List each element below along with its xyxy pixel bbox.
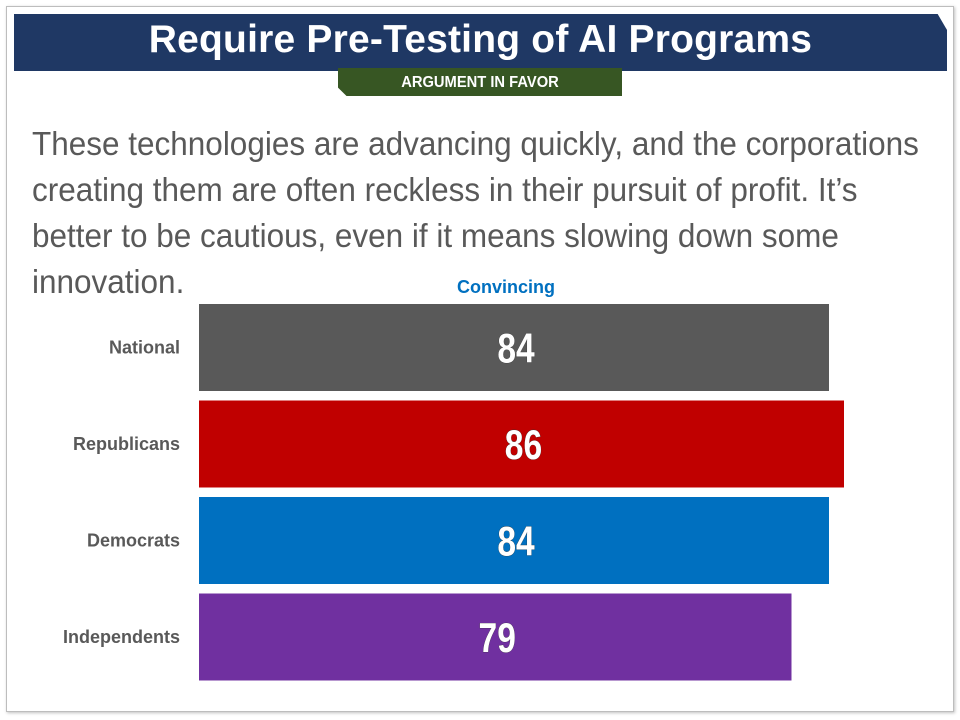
category-label-independents: Independents [63, 627, 180, 647]
category-label-democrats: Democrats [87, 531, 180, 551]
subtitle-label: ARGUMENT IN FAVOR [401, 74, 559, 91]
bar-republicans [199, 400, 844, 488]
page-title: Require Pre-Testing of AI Programs [148, 18, 813, 61]
bar-national [199, 304, 829, 391]
value-label-independents: 79 [479, 616, 516, 662]
column-header: Convincing [457, 277, 555, 297]
value-label-republicans: 86 [505, 423, 542, 469]
value-label-national: 84 [497, 326, 534, 372]
subtitle-banner [338, 68, 622, 96]
argument-text: These technologies are advancing quickly… [32, 126, 919, 301]
bar-democrats [199, 497, 829, 584]
value-label-democrats: 84 [497, 519, 534, 565]
title-banner [14, 14, 947, 71]
category-label-republicans: Republicans [73, 434, 180, 454]
bar-independents [199, 593, 792, 681]
category-label-national: National [109, 338, 180, 358]
